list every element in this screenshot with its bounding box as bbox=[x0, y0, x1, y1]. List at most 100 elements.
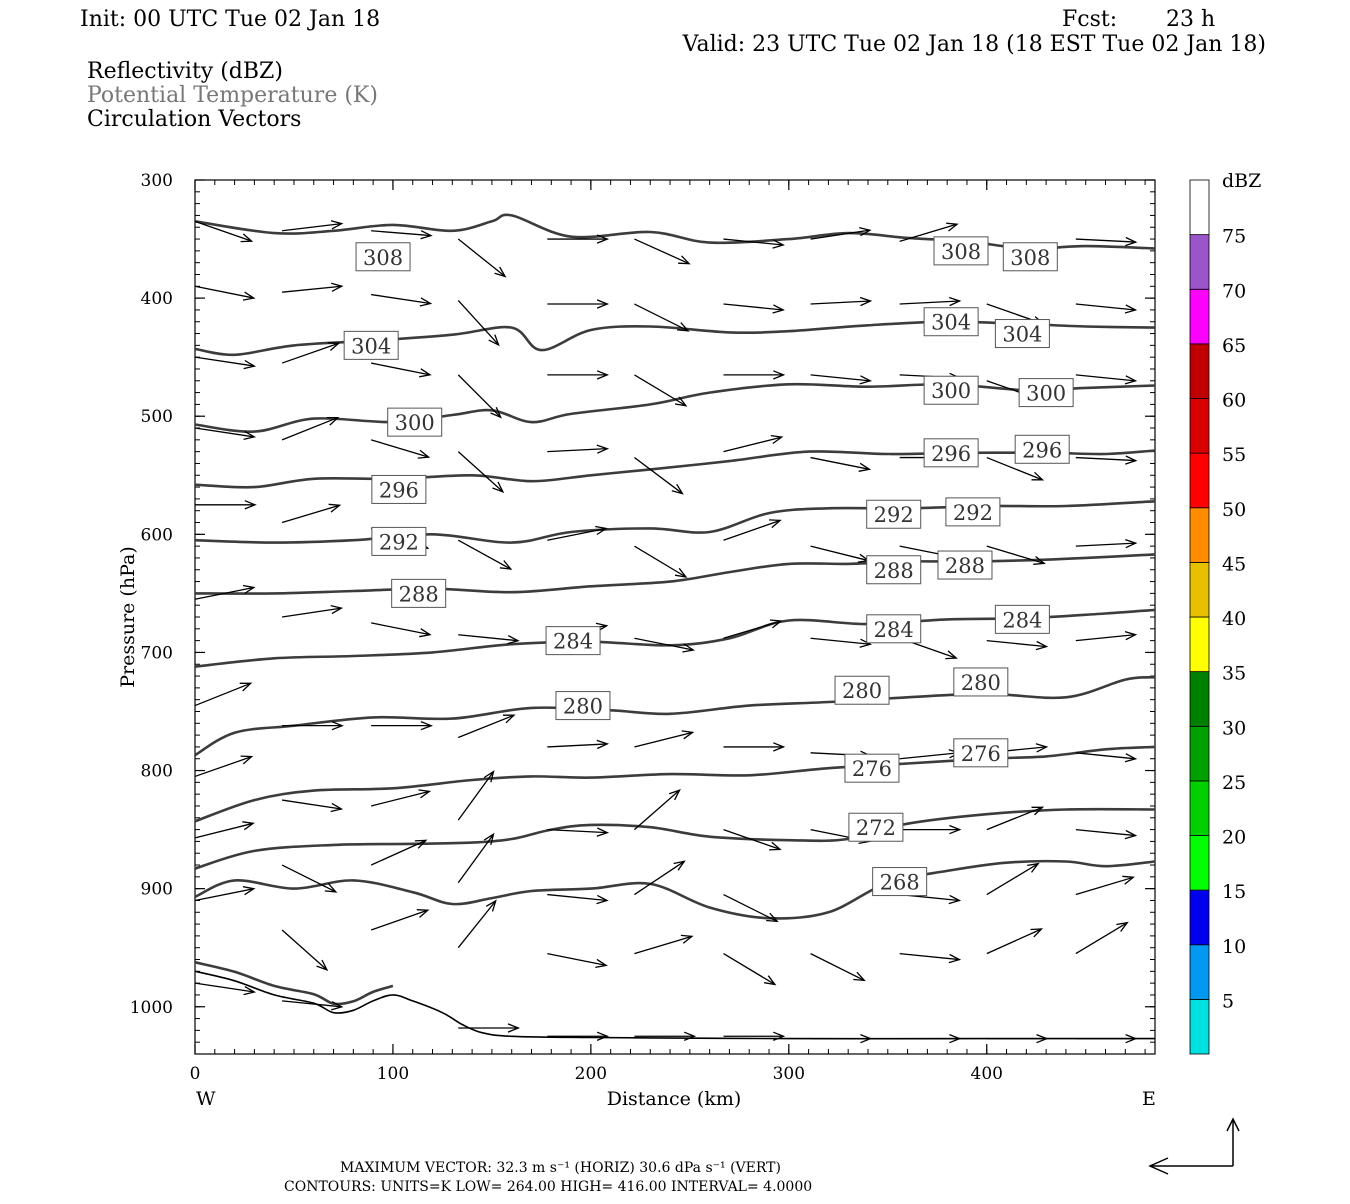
circulation-vector bbox=[1075, 630, 1138, 642]
y-tick-label: 700 bbox=[141, 643, 173, 663]
circulation-vector bbox=[634, 545, 688, 578]
svg-text:308: 308 bbox=[1010, 246, 1050, 270]
colorbar-level-label: 40 bbox=[1222, 608, 1246, 630]
contour-label: 284 bbox=[994, 604, 1050, 634]
y-tick-label: 500 bbox=[141, 407, 173, 427]
circulation-vector bbox=[371, 230, 433, 240]
y-tick-label: 300 bbox=[141, 171, 173, 191]
circulation-vector bbox=[281, 342, 341, 364]
circulation-vector bbox=[457, 238, 507, 278]
svg-text:296: 296 bbox=[1022, 438, 1062, 462]
colorbar-level-label: 75 bbox=[1222, 226, 1246, 248]
circulation-vector bbox=[194, 755, 254, 778]
theta-contour-268 bbox=[194, 859, 1156, 920]
x-tick-label: 0 bbox=[190, 1064, 201, 1084]
svg-text:300: 300 bbox=[395, 411, 435, 435]
circulation-vector bbox=[281, 416, 340, 441]
x-tick-label: 300 bbox=[773, 1064, 805, 1084]
circulation-vector bbox=[457, 770, 495, 821]
svg-text:292: 292 bbox=[874, 503, 914, 527]
theta-contour-304 bbox=[194, 320, 1156, 357]
circulation-vector bbox=[457, 374, 502, 419]
circulation-vector bbox=[634, 730, 695, 748]
valid-time: Valid: 23 UTC Tue 02 Jan 18 (18 EST Tue … bbox=[682, 32, 1266, 57]
y-axis-title: Pressure (hPa) bbox=[117, 546, 139, 688]
svg-text:304: 304 bbox=[931, 311, 971, 335]
colorbar-swatch bbox=[1189, 452, 1210, 509]
svg-text:272: 272 bbox=[856, 816, 896, 840]
circulation-vector bbox=[634, 637, 696, 653]
circulation-vector bbox=[547, 444, 610, 454]
colorbar-swatch bbox=[1189, 234, 1210, 290]
colorbar-swatch bbox=[1189, 507, 1210, 563]
colorbar-level-label: 20 bbox=[1222, 827, 1246, 849]
circulation-vector bbox=[723, 1031, 786, 1042]
contour-label: 280 bbox=[834, 675, 890, 705]
circulation-vector bbox=[810, 545, 871, 563]
circulation-vector bbox=[723, 434, 784, 453]
circulation-vector bbox=[634, 934, 694, 955]
circulation-vector bbox=[634, 303, 690, 332]
circulation-vector bbox=[899, 952, 962, 964]
circulation-vector bbox=[810, 374, 873, 385]
circulation-vector bbox=[986, 928, 1044, 955]
circulation-vector bbox=[1075, 921, 1129, 955]
circulation-vector bbox=[986, 806, 1045, 831]
colorbar-swatch bbox=[1189, 343, 1210, 399]
circulation-vector bbox=[281, 604, 344, 618]
circulation-vector bbox=[370, 909, 430, 931]
colorbar-level-label: 15 bbox=[1222, 881, 1246, 903]
contour-label: 296 bbox=[371, 474, 427, 504]
y-tick-label: 800 bbox=[141, 762, 173, 782]
colorbar-unit: dBZ bbox=[1222, 170, 1261, 192]
circulation-vector bbox=[281, 929, 329, 971]
theta-contour-272 bbox=[194, 807, 1156, 870]
circulation-vector bbox=[1075, 236, 1138, 247]
colorbar-swatch bbox=[1189, 616, 1210, 673]
circulation-vector bbox=[810, 226, 872, 240]
plot-area: 308 308 308 304 304 304 300 300 300 296 296 296 292 2… bbox=[194, 213, 1156, 1044]
colorbar-level-label: 60 bbox=[1222, 390, 1246, 412]
colorbar-level-label: 10 bbox=[1222, 936, 1246, 958]
svg-text:284: 284 bbox=[874, 618, 914, 642]
circulation-vector bbox=[1075, 538, 1138, 549]
circulation-vector bbox=[458, 1023, 521, 1033]
circulation-vector bbox=[986, 862, 1040, 896]
colorbar-swatch bbox=[1189, 561, 1210, 618]
circulation-vector bbox=[634, 1031, 697, 1042]
circulation-vector bbox=[634, 374, 688, 407]
circulation-vector bbox=[371, 362, 432, 378]
circulation-vector bbox=[986, 456, 1045, 481]
circulation-vector bbox=[547, 952, 608, 969]
colorbar-level-label: 70 bbox=[1222, 280, 1246, 302]
theta-contour-280 bbox=[194, 675, 1156, 757]
circulation-vector bbox=[723, 828, 782, 851]
circulation-vector bbox=[547, 893, 609, 905]
svg-text:280: 280 bbox=[563, 695, 603, 719]
colorbar-swatch bbox=[1189, 398, 1210, 454]
circulation-vector bbox=[547, 525, 608, 541]
contour-label: 276 bbox=[953, 738, 1009, 768]
x-axis-title: Distance (km) bbox=[607, 1088, 742, 1110]
x-tick-label: 100 bbox=[377, 1064, 409, 1084]
circulation-vector bbox=[899, 1033, 962, 1044]
circulation-vector bbox=[723, 893, 779, 923]
theta-contour-288 bbox=[194, 553, 1156, 595]
circulation-vector bbox=[194, 220, 254, 243]
circulation-vector bbox=[194, 821, 255, 839]
circulation-vector bbox=[634, 860, 686, 896]
contour-label: 292 bbox=[866, 499, 922, 529]
circulation-vector bbox=[194, 682, 253, 707]
colorbar-level-label: 5 bbox=[1222, 990, 1234, 1012]
circulation-vector bbox=[371, 293, 433, 307]
contour-label: 272 bbox=[848, 812, 904, 842]
contour-label: 300 bbox=[387, 407, 443, 437]
contour-label: 280 bbox=[953, 667, 1009, 697]
field-label-reflectivity: Reflectivity (dBZ) bbox=[87, 59, 283, 84]
colorbar-level-label: 30 bbox=[1222, 717, 1246, 739]
circulation-vector bbox=[1075, 303, 1138, 314]
contour-label: 288 bbox=[937, 550, 993, 580]
circulation-vector bbox=[282, 220, 344, 232]
colorbar-level-label: 55 bbox=[1222, 444, 1246, 466]
contour-label: 300 bbox=[1018, 378, 1074, 408]
